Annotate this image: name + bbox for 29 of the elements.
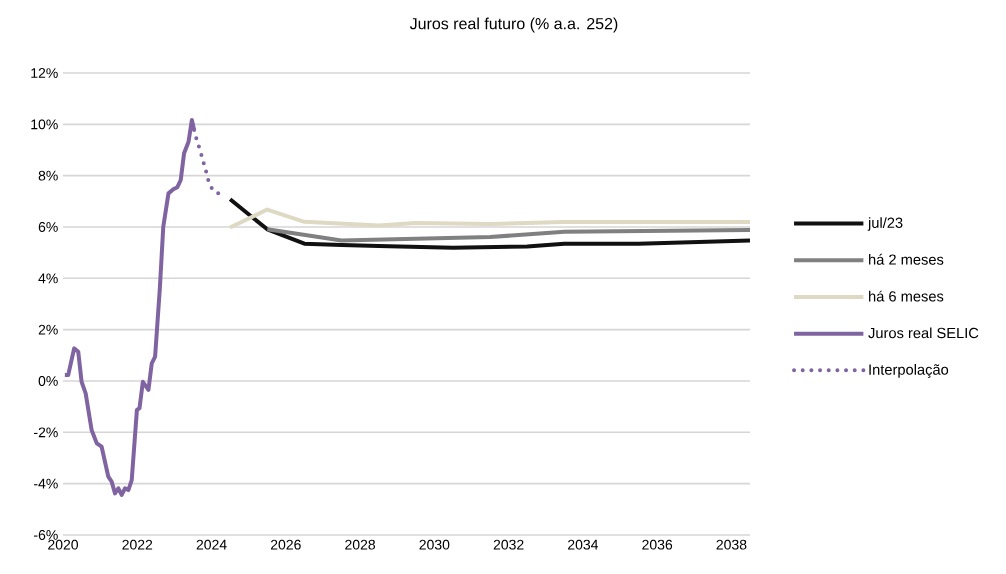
- y-tick-label: 6%: [38, 222, 58, 232]
- y-tick-label: 4%: [38, 273, 58, 284]
- legend-label: Interpolação: [869, 364, 949, 378]
- x-tick-label: 2022: [122, 539, 153, 550]
- x-tick-label: 2038: [716, 539, 747, 550]
- y-tick-label: 12%: [31, 68, 58, 78]
- x-tick-label: 2020: [48, 539, 79, 550]
- line-series: [228, 197, 753, 250]
- chart-title: Juros real futuro (% a.a. 252): [409, 17, 618, 33]
- y-tick-label: 0%: [38, 376, 58, 386]
- x-tick-label: 2034: [568, 539, 599, 550]
- x-tick-label: 2028: [345, 539, 376, 550]
- x-tick-label: 2030: [419, 539, 450, 550]
- y-tick-label: -6%: [34, 530, 58, 540]
- line-series: [228, 207, 753, 230]
- legend-label: há 2 meses: [869, 253, 944, 265]
- line-series: [265, 227, 753, 243]
- legend-label: Juros real SELIC: [868, 327, 979, 339]
- y-tick-label: 8%: [38, 170, 58, 181]
- legend-label: há 6 meses: [869, 290, 944, 302]
- y-tick-label: 10%: [31, 119, 58, 130]
- y-tick-label: -2%: [34, 427, 58, 438]
- x-tick-label: 2026: [270, 539, 301, 550]
- y-tick-label: -4%: [34, 478, 58, 489]
- x-tick-label: 2032: [493, 539, 524, 550]
- x-tick-label: 2036: [642, 539, 673, 550]
- y-tick-label: 2%: [38, 324, 58, 335]
- x-tick-label: 2024: [196, 539, 227, 550]
- legend-label: jul/23: [867, 217, 903, 231]
